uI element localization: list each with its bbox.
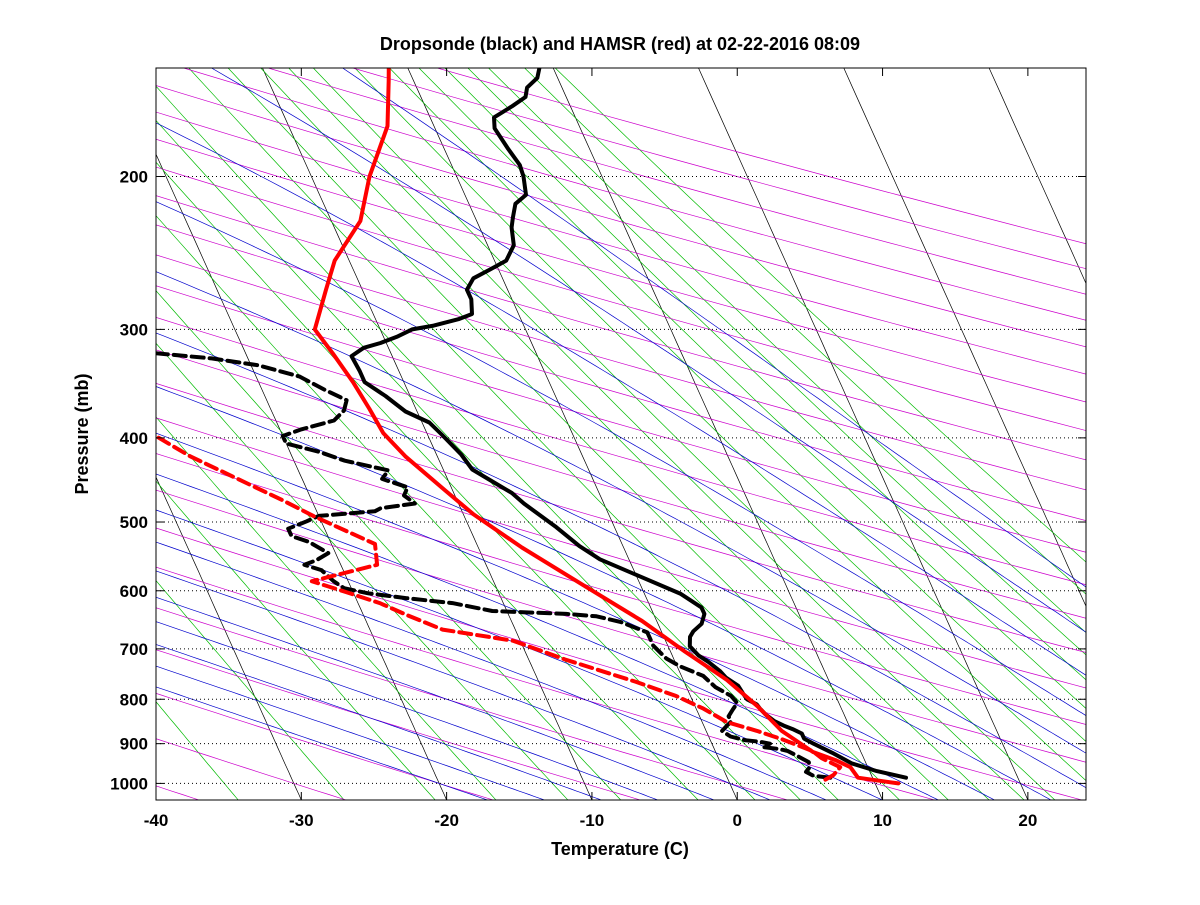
dry-adiabat-line xyxy=(0,0,1200,819)
y-tick-label: 900 xyxy=(120,735,148,754)
y-tick-label: 500 xyxy=(120,513,148,532)
dry-adiabat-line xyxy=(73,0,1200,819)
dry-adiabat-line xyxy=(0,0,1200,819)
x-tick-label: -40 xyxy=(144,811,169,830)
mixing-ratio-line xyxy=(0,0,62,819)
y-tick-label: 1000 xyxy=(110,774,148,793)
x-tick-label: -20 xyxy=(434,811,459,830)
moist-adiabat-line xyxy=(216,0,1200,819)
mixing-ratio-line xyxy=(182,0,1009,819)
isotherm-line xyxy=(0,0,310,819)
mixing-ratio-line xyxy=(337,0,1200,819)
x-tick-label: 10 xyxy=(873,811,892,830)
mixing-ratio-line xyxy=(0,0,717,819)
plot-area-frame xyxy=(156,68,1086,800)
y-tick-label: 200 xyxy=(120,167,148,186)
moist-adiabat-line xyxy=(0,0,708,819)
y-tick-label: 300 xyxy=(120,320,148,339)
dry-adiabat-line xyxy=(0,0,1200,819)
dry-adiabat-line xyxy=(0,0,1200,819)
chart-title: Dropsonde (black) and HAMSR (red) at 02-… xyxy=(380,34,860,54)
series-line-0 xyxy=(352,17,907,778)
dry-adiabat-line xyxy=(0,0,1200,819)
dry-adiabat-line xyxy=(0,0,1200,819)
moist-adiabat-line xyxy=(0,0,1200,819)
moist-adiabat-line xyxy=(59,0,1200,819)
isotherm-line xyxy=(951,0,1200,819)
dry-adiabat-line xyxy=(0,0,1200,819)
x-axis-label: Temperature (C) xyxy=(551,839,689,859)
dry-adiabat-line xyxy=(0,0,1200,819)
mixing-ratio-line xyxy=(34,0,820,819)
dry-adiabat-line xyxy=(0,0,109,819)
x-tick-label: 0 xyxy=(733,811,742,830)
y-axis-label: Pressure (mb) xyxy=(72,373,92,494)
mixing-ratio-line xyxy=(470,0,1200,819)
x-tick-label: -10 xyxy=(580,811,605,830)
y-tick-label: 700 xyxy=(120,640,148,659)
x-axis-ticks: -40 -30 -20 -10 0 10 20 xyxy=(144,68,1038,830)
mixing-ratio-line xyxy=(210,0,1045,819)
dry-adiabat-line xyxy=(0,0,1200,819)
mixing-ratio-line xyxy=(362,0,1200,819)
y-tick-label: 600 xyxy=(120,582,148,601)
dry-adiabat-line xyxy=(0,0,1200,819)
dry-adiabat-line xyxy=(0,0,1200,819)
y-tick-label: 400 xyxy=(120,429,148,448)
moist-adiabat-line xyxy=(0,0,654,819)
x-tick-label: -30 xyxy=(289,811,314,830)
dry-adiabat-line xyxy=(0,0,1200,819)
dry-adiabat-line xyxy=(0,0,1200,819)
dry-adiabat-line xyxy=(0,0,1200,819)
mixing-ratio-line xyxy=(234,0,1076,819)
dry-adiabat-line xyxy=(0,0,1005,819)
dry-adiabat-line xyxy=(0,0,706,819)
mixing-ratio-line xyxy=(0,0,453,819)
profile-lines xyxy=(0,8,906,783)
isotherm-line xyxy=(1097,0,1200,819)
dry-adiabat-line xyxy=(0,0,408,819)
x-tick-label: 20 xyxy=(1018,811,1037,830)
thermo-background xyxy=(0,0,1200,819)
isotherm-line xyxy=(370,0,746,819)
y-tick-label: 800 xyxy=(120,690,148,709)
isotherm-line xyxy=(806,0,1182,819)
dry-adiabat-line xyxy=(0,0,1200,819)
dry-adiabat-line xyxy=(0,0,1200,819)
isotherm-line xyxy=(0,0,19,819)
moist-adiabat-line xyxy=(0,0,1032,819)
moist-adiabat-line xyxy=(0,0,1200,819)
mixing-ratio-line xyxy=(112,0,920,819)
